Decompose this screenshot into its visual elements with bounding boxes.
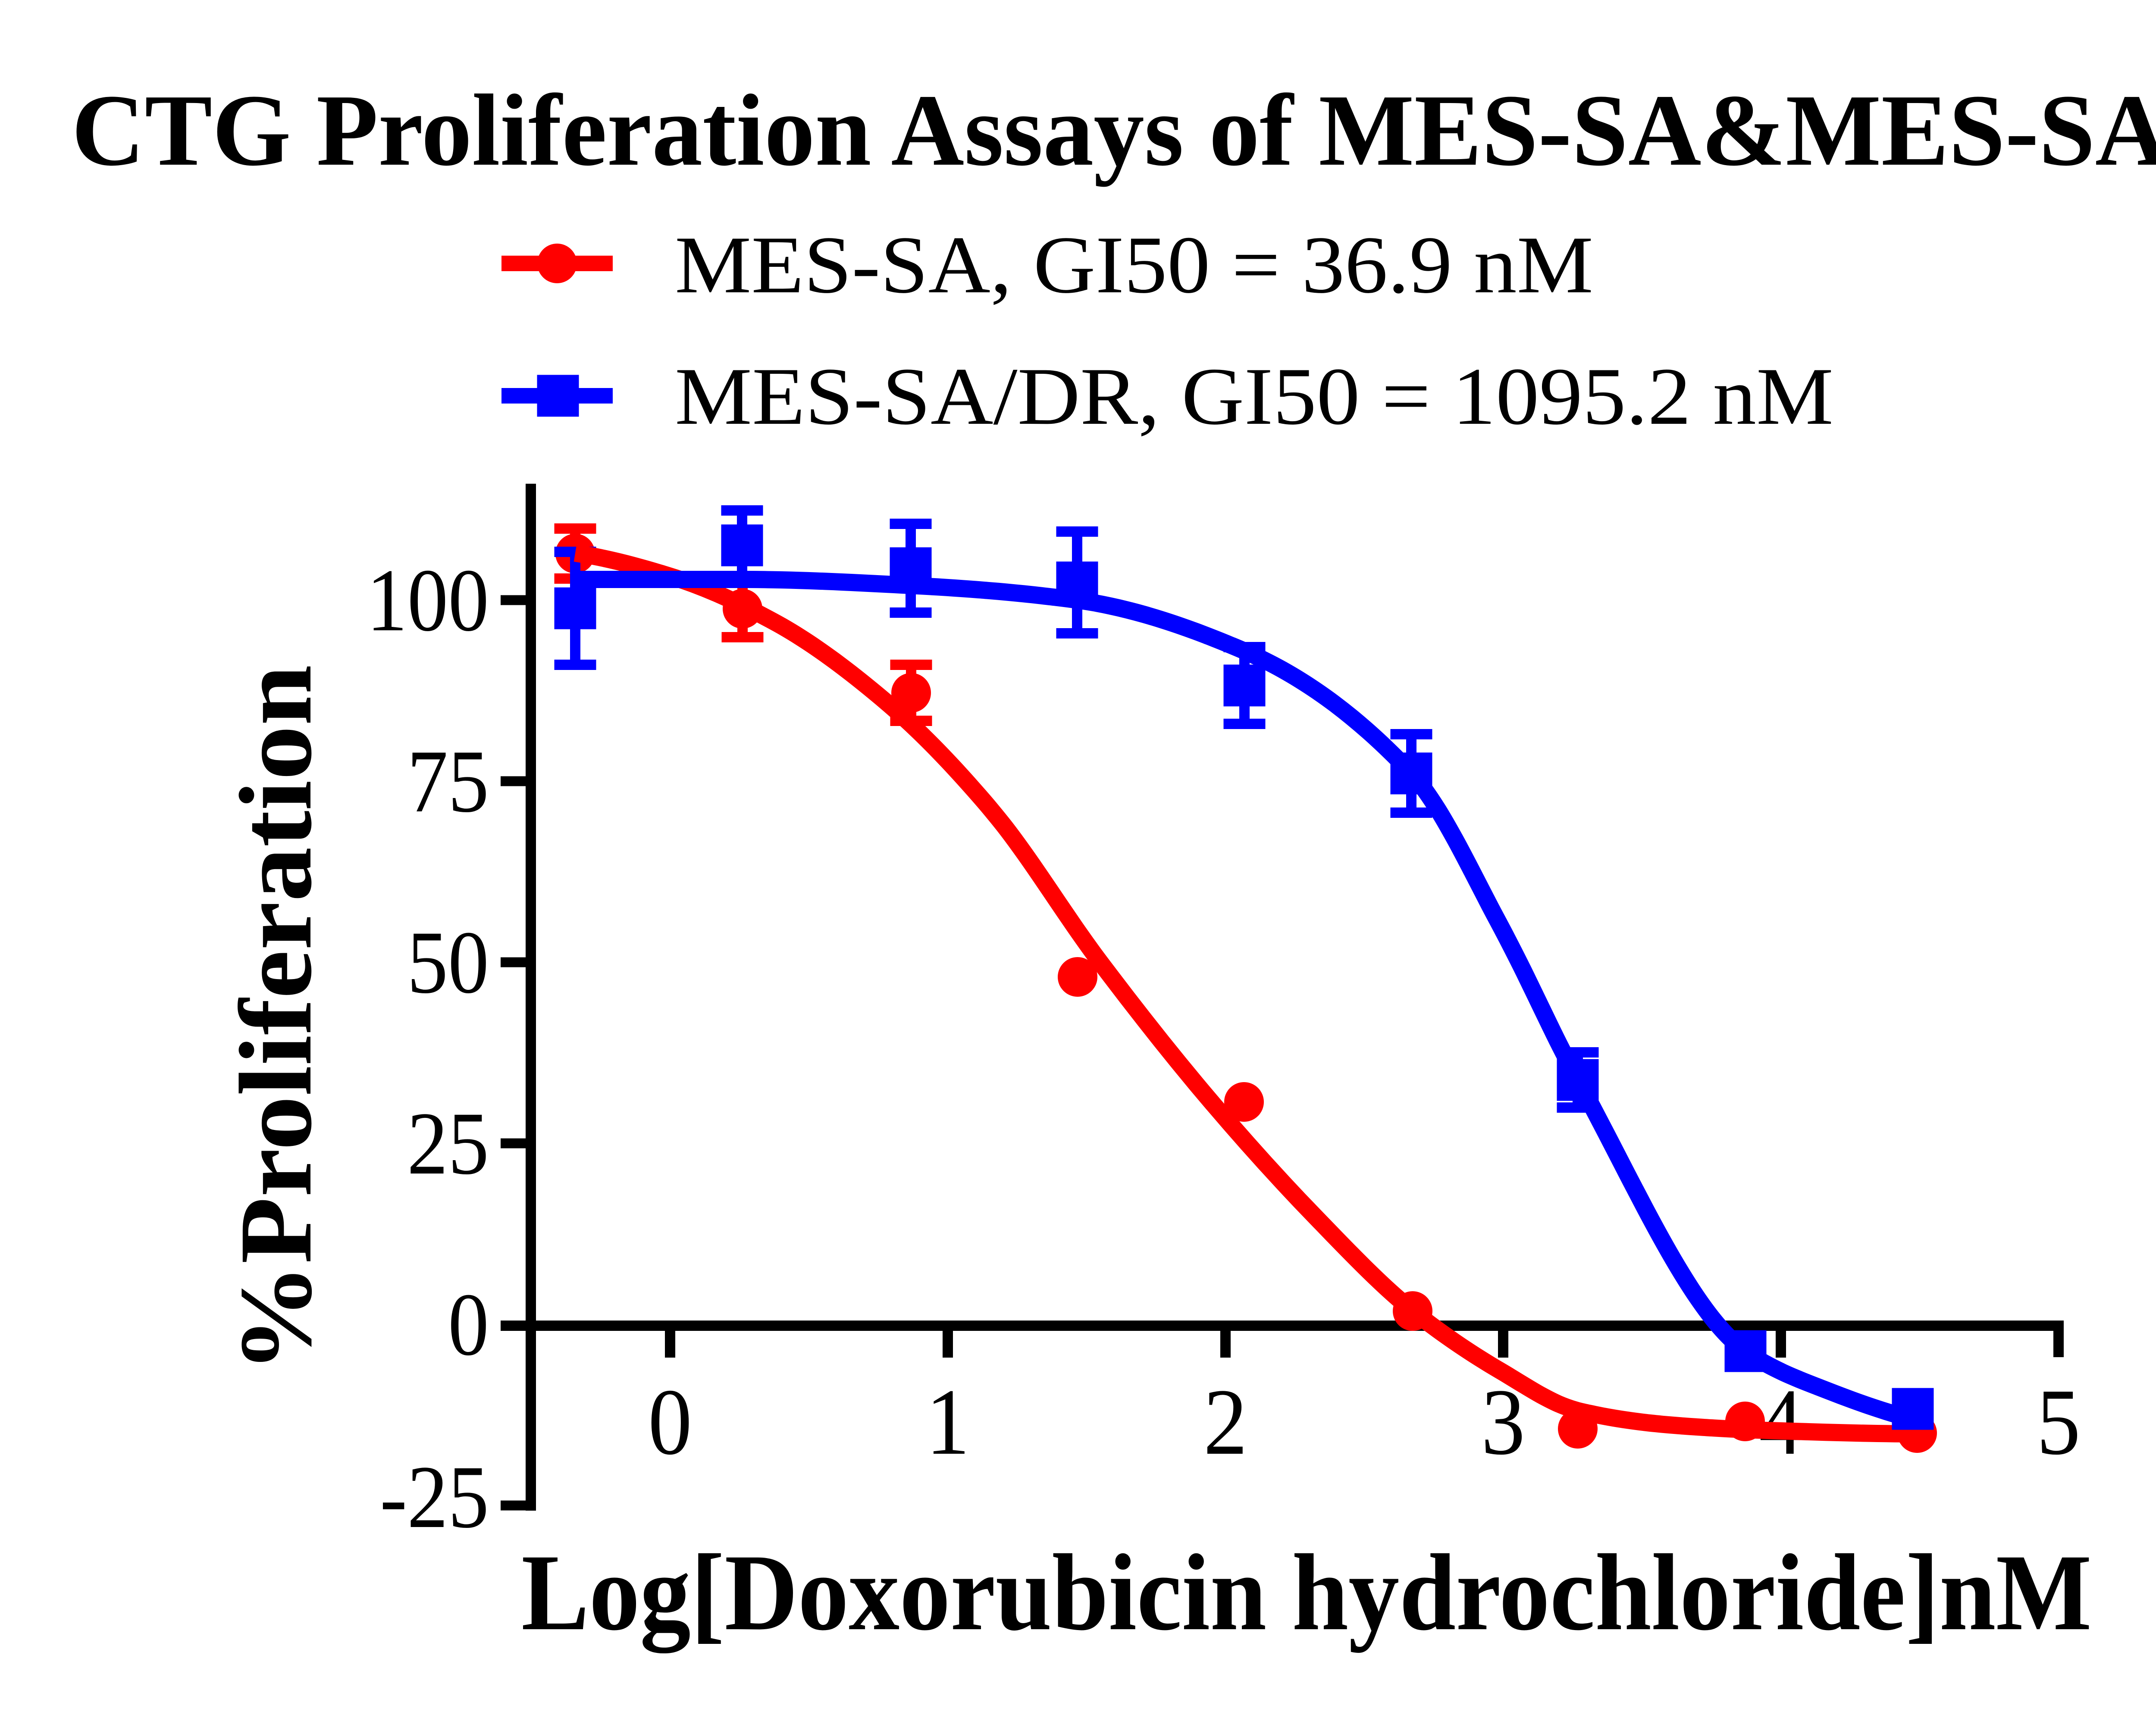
svg-text:0: 0 [448, 1275, 489, 1374]
svg-text:MES-SA, GI50 = 36.9 nM: MES-SA, GI50 = 36.9 nM [675, 220, 1593, 310]
svg-text:75: 75 [407, 732, 489, 831]
svg-text:25: 25 [407, 1094, 489, 1193]
svg-text:50: 50 [407, 913, 489, 1012]
svg-text:1: 1 [926, 1369, 970, 1474]
svg-text:100: 100 [367, 551, 489, 650]
svg-text:Log[Doxorubicin hydrochloride]: Log[Doxorubicin hydrochloride]nM [521, 1532, 2092, 1653]
svg-text:MES-SA/DR, GI50 = 1095.2 nM: MES-SA/DR, GI50 = 1095.2 nM [675, 351, 1833, 442]
svg-text:2: 2 [1203, 1369, 1247, 1474]
svg-text:0: 0 [648, 1369, 692, 1474]
svg-text:%Proliferation: %Proliferation [218, 665, 333, 1373]
svg-text:CTG Proliferation Assays of ME: CTG Proliferation Assays of MES-SA&MES-S… [72, 74, 2156, 187]
svg-text:5: 5 [2037, 1369, 2081, 1474]
svg-text:-25: -25 [380, 1447, 489, 1546]
